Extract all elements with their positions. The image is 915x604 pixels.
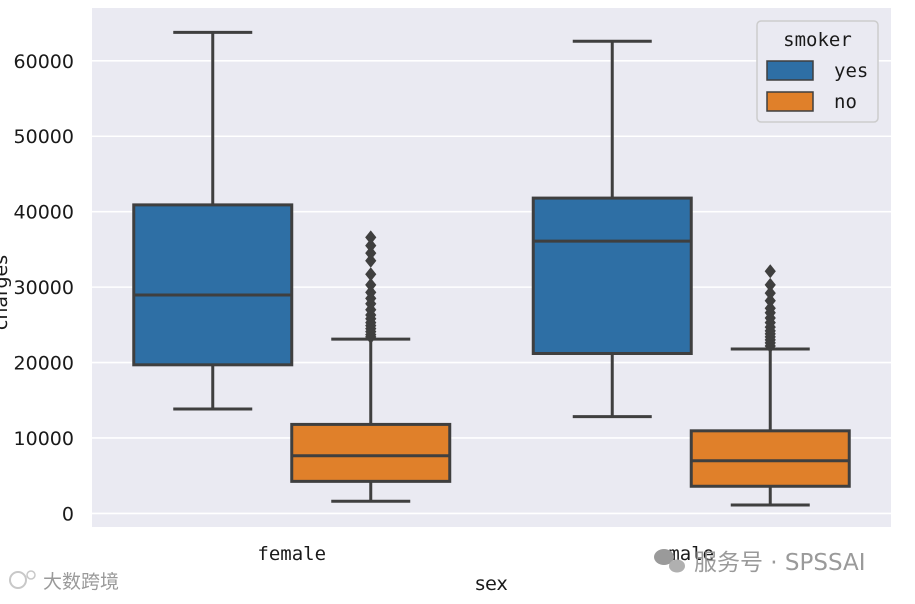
- watermark-logo-icon: [9, 570, 36, 589]
- y-tick-label: 20000: [14, 353, 74, 375]
- outlier-point: [764, 301, 776, 316]
- box-iqr: [290, 422, 452, 483]
- box-male-no: [689, 264, 851, 507]
- y-tick-label: 60000: [14, 51, 74, 73]
- outlier-point: [365, 238, 377, 253]
- watermark-logo-dot: [26, 570, 36, 580]
- wechat-bubble-small: [669, 559, 685, 573]
- x-axis-ticks: female male: [257, 543, 714, 565]
- wechat-bubble-large: [654, 549, 674, 565]
- outlier-point: [365, 253, 377, 268]
- watermark-right: 服务号 · SPSSAI: [694, 550, 866, 576]
- y-tick-label: 10000: [14, 428, 74, 450]
- box-female-no: [290, 230, 452, 503]
- y-tick-label: 50000: [14, 126, 74, 148]
- outlier-point: [365, 246, 377, 261]
- wechat-icon: [654, 549, 685, 573]
- box-male-yes: [531, 39, 693, 419]
- outlier-point: [365, 277, 377, 292]
- legend-swatch: [766, 91, 814, 112]
- watermark-left: 大数跨境: [43, 571, 119, 593]
- x-tick-label: female: [257, 543, 326, 565]
- y-axis-label: charges: [0, 255, 12, 330]
- box-iqr: [689, 429, 851, 488]
- watermark-logo-ring: [9, 571, 27, 589]
- y-tick-label: 0: [62, 503, 74, 525]
- outlier-point: [764, 264, 776, 279]
- legend-label: no: [834, 91, 857, 113]
- legend-swatch: [766, 60, 814, 81]
- outlier-point: [764, 286, 776, 301]
- watermarks: 大数跨境 服务号 · SPSSAI: [9, 549, 866, 593]
- box-group-female: [132, 30, 452, 503]
- x-axis-label: sex: [475, 573, 508, 595]
- outlier-point: [764, 293, 776, 308]
- y-axis-ticks: 0 10000 20000 30000 40000 50000 60000: [14, 51, 74, 526]
- outlier-point: [365, 267, 377, 282]
- box-iqr: [531, 196, 693, 355]
- legend-items: yes no: [766, 60, 868, 113]
- y-tick-label: 40000: [14, 202, 74, 224]
- outlier-point: [764, 277, 776, 292]
- x-tick-label: male: [668, 543, 714, 565]
- legend-label: yes: [834, 60, 868, 82]
- outlier-point: [365, 285, 377, 300]
- box-groups: [132, 30, 851, 507]
- box-group-male: [531, 39, 851, 507]
- box-iqr: [132, 203, 294, 367]
- legend: smoker yes no: [756, 20, 879, 123]
- legend-title: smoker: [783, 29, 852, 51]
- box-female-yes: [132, 30, 294, 411]
- y-tick-label: 30000: [14, 277, 74, 299]
- outlier-point: [365, 230, 377, 245]
